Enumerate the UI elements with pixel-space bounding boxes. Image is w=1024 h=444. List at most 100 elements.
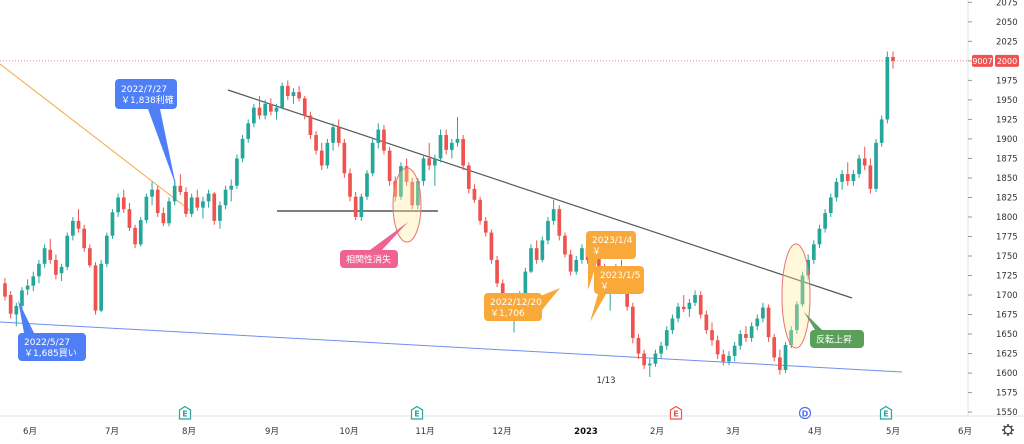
candle — [178, 174, 183, 196]
y-tick-label: 1600 — [996, 369, 1018, 379]
candle-body — [540, 240, 545, 260]
candle — [828, 193, 833, 217]
annotation-text: ￥1,685買い — [24, 348, 77, 359]
x-tick-label: 9月 — [265, 427, 279, 437]
y-tick-label: 1750 — [996, 252, 1018, 262]
candle — [693, 290, 697, 306]
candle-body — [580, 248, 584, 260]
candle-body — [25, 285, 30, 290]
candle-body — [891, 56, 895, 61]
candle — [732, 341, 737, 362]
candle-body — [416, 181, 420, 206]
reversal-ellipse — [781, 243, 811, 349]
candle-body — [761, 307, 765, 319]
price-tag-bg — [995, 54, 1019, 67]
candle — [370, 138, 375, 177]
annotation-text: 反転上昇 — [816, 335, 852, 346]
candle — [670, 314, 675, 335]
candle-body — [274, 107, 279, 112]
candle — [783, 341, 788, 374]
candle — [574, 256, 579, 275]
candle — [54, 254, 58, 280]
annotation-jan5: 2023/1/5￥ — [590, 266, 644, 322]
candle-body — [789, 330, 794, 345]
candle — [65, 232, 70, 271]
candle — [862, 146, 867, 171]
candle — [681, 295, 686, 313]
candle — [845, 162, 850, 186]
candle — [167, 197, 171, 227]
candle-body — [653, 353, 658, 364]
candle-body — [399, 166, 403, 197]
y-tick-label: 1775 — [996, 232, 1018, 242]
gear-icon[interactable] — [1002, 424, 1014, 436]
candle-body — [625, 287, 630, 307]
candle-body — [817, 228, 822, 245]
candle-body — [478, 199, 482, 221]
candle — [127, 202, 132, 232]
candle-body — [206, 193, 211, 202]
candle — [834, 177, 839, 202]
candle — [421, 154, 426, 186]
candle — [365, 170, 369, 200]
candle-body — [523, 271, 528, 296]
y-tick-label: 1850 — [996, 174, 1018, 184]
candle — [466, 162, 471, 194]
event-marker-shape — [798, 406, 812, 420]
candle-body — [811, 244, 816, 260]
candle-body — [427, 158, 432, 166]
x-tick-label: 2023 — [574, 427, 598, 437]
candle — [715, 335, 720, 360]
candle — [99, 259, 103, 313]
candle-body — [218, 205, 222, 221]
grid — [0, 0, 1024, 417]
candle — [795, 301, 799, 335]
candle-body — [121, 197, 126, 210]
candle-body — [342, 142, 347, 174]
candle — [291, 88, 296, 104]
candle — [529, 244, 533, 274]
x-tick-label: 3月 — [726, 427, 740, 437]
candle-body — [874, 142, 878, 189]
annotation-text: ￥ — [592, 247, 601, 257]
candle-body — [551, 209, 556, 221]
candle-body — [744, 334, 748, 338]
candle — [444, 129, 449, 155]
annotation-box — [594, 266, 644, 294]
candle-body — [167, 201, 171, 224]
candle-body — [670, 318, 675, 331]
candle — [472, 184, 477, 203]
candle-body — [721, 354, 726, 362]
event-marker-E: E — [410, 405, 424, 420]
candle-body — [823, 213, 827, 229]
annotation-dec20: 2022/12/20￥1,706 — [484, 288, 560, 321]
ticker-tag-bg — [972, 54, 993, 67]
candle-body — [749, 326, 754, 338]
annotation-box — [340, 250, 398, 268]
annotation-box — [810, 330, 864, 348]
candle-body — [732, 345, 737, 356]
candle-body — [93, 265, 98, 311]
candle — [308, 111, 313, 139]
gear-ring — [1003, 425, 1013, 435]
candle — [857, 154, 861, 178]
x-tick-label: 11月 — [415, 427, 434, 437]
candle-body — [178, 185, 183, 192]
candle-body — [365, 173, 369, 197]
candle-body — [461, 138, 465, 166]
annotation-pointer — [148, 109, 176, 186]
y-tick-label: 1975 — [996, 76, 1018, 86]
candle-body — [834, 181, 839, 198]
annotation-text: 2022/7/27 — [121, 85, 167, 95]
candle — [82, 224, 87, 253]
candle — [483, 216, 488, 237]
candle-body — [693, 295, 697, 303]
candle-body — [291, 92, 296, 96]
candle — [229, 179, 234, 202]
annotation-text: 2022/5/27 — [24, 338, 70, 348]
candle-body — [704, 314, 709, 331]
candle-body — [348, 173, 352, 197]
